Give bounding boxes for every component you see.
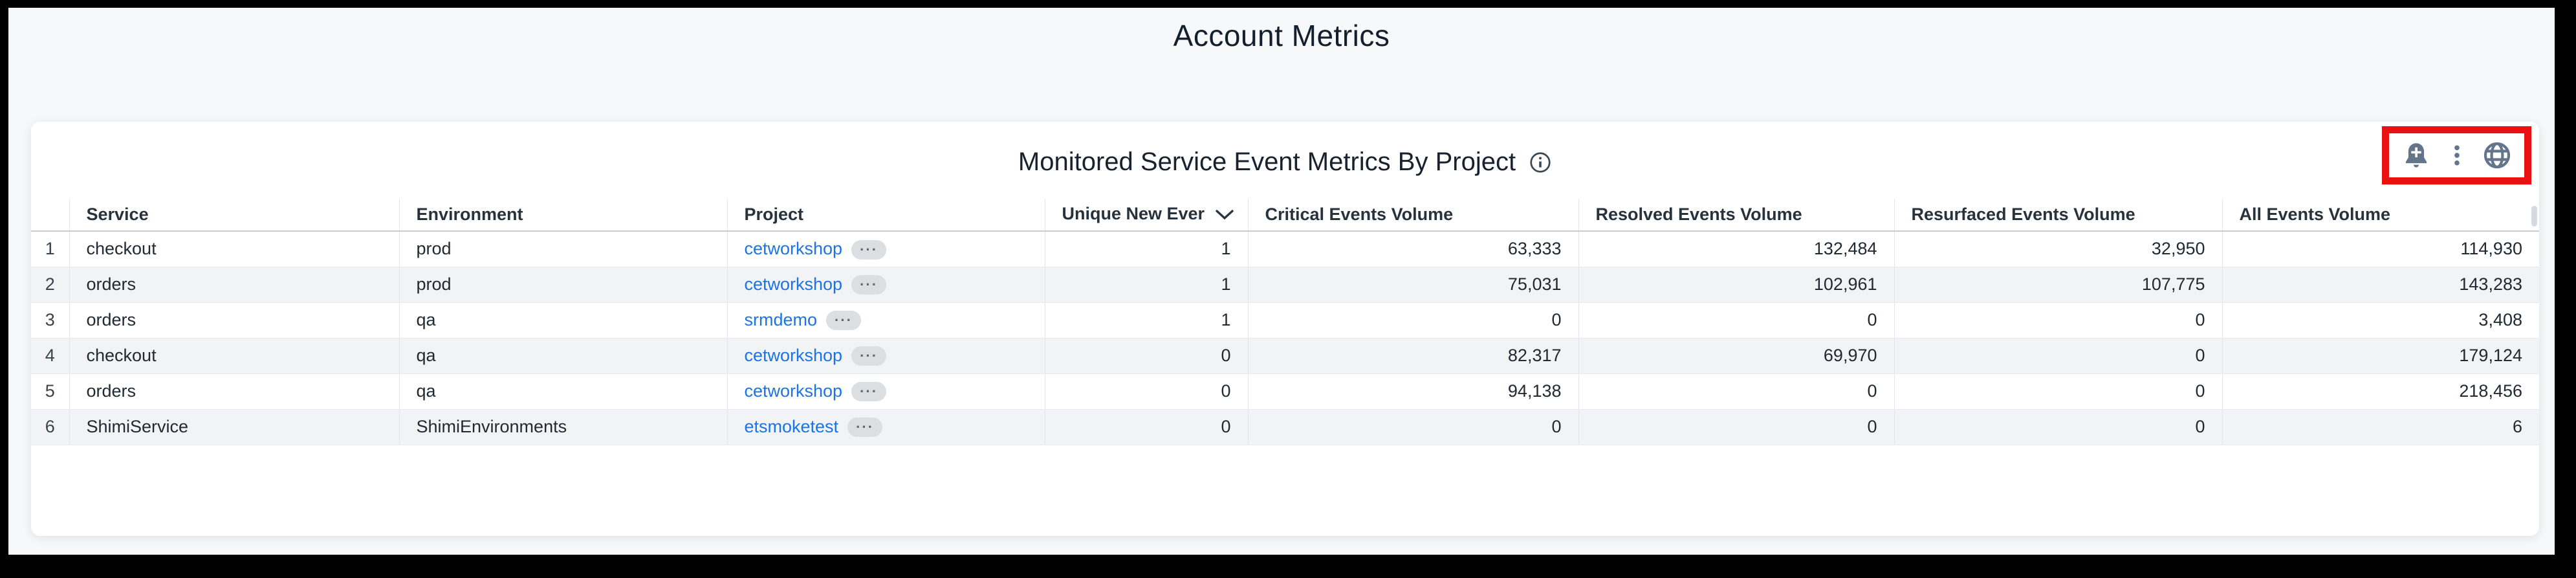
globe-icon[interactable]	[2482, 140, 2512, 170]
cell-project: cetworkshop ···	[726, 373, 1045, 410]
cell-unique-new: 0	[1044, 373, 1248, 410]
table-row: 1 checkout prod cetworkshop ··· 1 63,333 …	[31, 231, 2539, 267]
project-link[interactable]: etsmoketest	[744, 416, 839, 436]
cell-service: ShimiService	[69, 409, 399, 445]
row-index: 4	[31, 338, 69, 374]
header-all-events[interactable]: All Events Volume	[2221, 199, 2539, 232]
row-index: 6	[31, 409, 69, 445]
cell-service: checkout	[69, 338, 399, 374]
header-environment[interactable]: Environment	[398, 199, 727, 232]
row-index: 1	[31, 231, 69, 267]
cell-environment: prod	[398, 267, 727, 303]
table-scrollbar-thumb[interactable]	[2531, 206, 2537, 227]
cell-service: orders	[69, 267, 399, 303]
header-critical[interactable]: Critical Events Volume	[1247, 199, 1578, 232]
cell-resurfaced: 32,950	[1894, 231, 2222, 267]
kebab-menu-icon[interactable]	[2444, 140, 2470, 170]
cell-service: checkout	[69, 231, 399, 267]
cell-project: cetworkshop ···	[726, 231, 1045, 267]
cell-unique-new: 1	[1044, 231, 1248, 267]
metrics-panel: Monitored Service Event Metrics By Proje…	[31, 122, 2539, 536]
cell-resolved: 102,961	[1578, 267, 1894, 303]
table-row: 6 ShimiService ShimiEnvironments etsmoke…	[31, 409, 2539, 445]
table-row: 2 orders prod cetworkshop ··· 1 75,031 10…	[31, 267, 2539, 303]
cell-environment: qa	[398, 338, 727, 374]
cell-resolved: 0	[1578, 409, 1894, 445]
cell-service: orders	[69, 302, 399, 339]
metrics-table: Service Environment Project Unique New E…	[31, 199, 2539, 445]
cell-unique-new: 0	[1044, 409, 1248, 445]
header-unique-new[interactable]: Unique New Ever	[1044, 199, 1248, 232]
cell-critical: 63,333	[1247, 231, 1578, 267]
cell-environment: ShimiEnvironments	[398, 409, 727, 445]
cell-critical: 0	[1247, 409, 1578, 445]
cell-all-events: 143,283	[2221, 267, 2539, 303]
panel-header: Monitored Service Event Metrics By Proje…	[31, 122, 2539, 199]
cell-critical: 82,317	[1247, 338, 1578, 374]
cell-environment: qa	[398, 373, 727, 410]
project-link[interactable]: cetworkshop	[744, 345, 843, 365]
header-resurfaced[interactable]: Resurfaced Events Volume	[1894, 199, 2222, 232]
cell-all-events: 114,930	[2221, 231, 2539, 267]
cell-resolved: 132,484	[1578, 231, 1894, 267]
header-service[interactable]: Service	[69, 199, 399, 232]
cell-project: etsmoketest ···	[726, 409, 1045, 445]
cell-all-events: 218,456	[2221, 373, 2539, 410]
cell-project: srmdemo ···	[726, 302, 1045, 339]
cell-unique-new: 1	[1044, 302, 1248, 339]
project-link[interactable]: cetworkshop	[744, 238, 843, 258]
cell-unique-new: 0	[1044, 338, 1248, 374]
project-more-pill[interactable]: ···	[851, 275, 887, 295]
cell-resolved: 69,970	[1578, 338, 1894, 374]
project-more-pill[interactable]: ···	[847, 417, 883, 438]
project-more-pill[interactable]: ···	[851, 239, 887, 260]
cell-critical: 94,138	[1247, 373, 1578, 410]
panel-title: Monitored Service Event Metrics By Proje…	[1018, 148, 1516, 176]
cell-resurfaced: 107,775	[1894, 267, 2222, 303]
cell-resurfaced: 0	[1894, 409, 2222, 445]
project-more-pill[interactable]: ···	[851, 346, 887, 366]
cell-environment: prod	[398, 231, 727, 267]
table-row: 5 orders qa cetworkshop ··· 0 94,138 0 0 …	[31, 373, 2539, 410]
cell-all-events: 179,124	[2221, 338, 2539, 374]
cell-project: cetworkshop ···	[726, 338, 1045, 374]
table-header-row: Service Environment Project Unique New E…	[31, 199, 2539, 232]
sort-desc-chevron-icon	[1215, 205, 1234, 225]
cell-project: cetworkshop ···	[726, 267, 1045, 303]
cell-resurfaced: 0	[1894, 302, 2222, 339]
page-title: Account Metrics	[1173, 19, 1390, 52]
project-link[interactable]: cetworkshop	[744, 274, 843, 294]
dashboard-page: Account Metrics Monitored Service Event …	[8, 8, 2555, 555]
cell-resolved: 0	[1578, 373, 1894, 410]
header-project[interactable]: Project	[726, 199, 1045, 232]
cell-critical: 75,031	[1247, 267, 1578, 303]
cell-resolved: 0	[1578, 302, 1894, 339]
cell-unique-new: 1	[1044, 267, 1248, 303]
bell-add-icon[interactable]	[2401, 140, 2431, 170]
cell-environment: qa	[398, 302, 727, 339]
cell-critical: 0	[1247, 302, 1578, 339]
row-index: 3	[31, 302, 69, 339]
cell-all-events: 3,408	[2221, 302, 2539, 339]
cell-resurfaced: 0	[1894, 373, 2222, 410]
project-more-pill[interactable]: ···	[826, 311, 862, 331]
header-resolved[interactable]: Resolved Events Volume	[1578, 199, 1894, 232]
row-index: 5	[31, 373, 69, 410]
annotation-highlight-box	[2382, 126, 2531, 184]
info-icon[interactable]	[1529, 151, 1552, 174]
cell-resurfaced: 0	[1894, 338, 2222, 374]
cell-service: orders	[69, 373, 399, 410]
table-row: 4 checkout qa cetworkshop ··· 0 82,317 69…	[31, 338, 2539, 374]
table-row: 3 orders qa srmdemo ··· 1 0 0 0 3,408	[31, 302, 2539, 339]
project-link[interactable]: cetworkshop	[744, 381, 843, 401]
project-more-pill[interactable]: ···	[851, 382, 887, 402]
project-link[interactable]: srmdemo	[744, 309, 818, 329]
cell-all-events: 6	[2221, 409, 2539, 445]
header-row-index	[31, 199, 69, 232]
header-unique-new-label: Unique New Ever	[1062, 204, 1205, 224]
row-index: 2	[31, 267, 69, 303]
